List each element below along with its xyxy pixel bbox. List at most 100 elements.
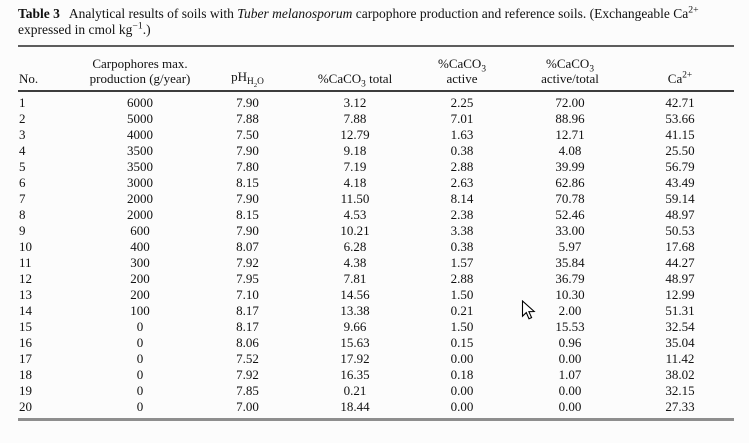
table-row: 20 0 7.00 18.44 0.00 0.00 27.33 bbox=[18, 399, 734, 420]
cell-no: 19 bbox=[19, 383, 32, 398]
table-row: 4 3500 7.90 9.18 0.38 4.08 25.50 bbox=[18, 143, 734, 159]
cell-caco3-ratio: 4.08 bbox=[558, 143, 582, 158]
table-row: 10 400 8.07 6.28 0.38 5.97 17.68 bbox=[18, 239, 734, 255]
caption-text-4: .) bbox=[142, 21, 151, 37]
cell-no: 14 bbox=[19, 303, 32, 318]
cell-production: 6000 bbox=[127, 95, 153, 110]
cell-no: 6 bbox=[19, 175, 26, 190]
cell-production: 2000 bbox=[127, 207, 153, 222]
cell-caco3-ratio: 10.30 bbox=[555, 287, 585, 302]
caption-species-name: Tuber melanosporum bbox=[237, 6, 353, 21]
header-ph: pHH2O bbox=[195, 46, 300, 92]
cell-ph: 8.17 bbox=[236, 303, 259, 318]
table-row: 1 6000 7.90 3.12 2.25 72.00 42.71 bbox=[18, 91, 734, 111]
cell-caco3-ratio: 0.00 bbox=[558, 383, 582, 398]
caption-text-1: Analytical results of soils with bbox=[68, 6, 238, 21]
cell-caco3-ratio: 15.53 bbox=[555, 319, 585, 334]
cell-caco3-total: 18.44 bbox=[340, 399, 370, 414]
cell-caco3-total: 17.92 bbox=[340, 351, 370, 366]
cell-ph: 7.90 bbox=[236, 143, 259, 158]
cell-no: 12 bbox=[19, 271, 32, 286]
cell-caco3-active: 0.38 bbox=[450, 239, 474, 254]
cell-caco3-ratio: 70.78 bbox=[555, 191, 585, 206]
cell-caco3-total: 11.50 bbox=[340, 191, 370, 206]
cell-no: 18 bbox=[19, 367, 32, 382]
cell-ph: 7.90 bbox=[236, 95, 259, 110]
table-row: 12 200 7.95 7.81 2.88 36.79 48.97 bbox=[18, 271, 734, 287]
cell-caco3-active: 2.63 bbox=[450, 175, 474, 190]
cell-production: 0 bbox=[136, 383, 144, 398]
table-header: No. Carpophores max. production (g/year)… bbox=[18, 46, 734, 92]
cell-ca: 27.33 bbox=[665, 399, 695, 414]
cell-ca: 43.49 bbox=[665, 175, 695, 190]
cell-no: 15 bbox=[19, 319, 32, 334]
cell-caco3-total: 14.56 bbox=[340, 287, 370, 302]
cell-production: 0 bbox=[136, 399, 144, 414]
cell-ph: 7.00 bbox=[236, 399, 259, 414]
cell-ph: 7.52 bbox=[236, 351, 259, 366]
cell-ca: 38.02 bbox=[665, 367, 695, 382]
cell-ph: 8.15 bbox=[236, 207, 259, 222]
cell-production: 2000 bbox=[127, 191, 153, 206]
cell-caco3-total: 16.35 bbox=[340, 367, 370, 382]
cell-caco3-ratio: 36.79 bbox=[555, 271, 585, 286]
cell-ph: 7.80 bbox=[236, 159, 259, 174]
cell-caco3-active: 2.88 bbox=[450, 271, 474, 286]
cell-ph: 7.90 bbox=[236, 191, 259, 206]
cell-caco3-active: 0.00 bbox=[450, 399, 474, 414]
cell-caco3-total: 7.19 bbox=[343, 159, 367, 174]
cell-ph: 7.92 bbox=[236, 255, 259, 270]
cell-caco3-total: 6.28 bbox=[343, 239, 367, 254]
cell-ca: 42.71 bbox=[665, 95, 695, 110]
cell-ca: 48.97 bbox=[665, 207, 695, 222]
cell-caco3-total: 12.79 bbox=[340, 127, 370, 142]
cell-caco3-ratio: 5.97 bbox=[558, 239, 582, 254]
cell-ca: 59.14 bbox=[665, 191, 695, 206]
caption-text-2: carpophore production and reference soil… bbox=[352, 6, 689, 21]
cell-caco3-active: 1.57 bbox=[450, 255, 474, 270]
table-row: 18 0 7.92 16.35 0.18 1.07 38.02 bbox=[18, 367, 734, 383]
analytical-results-table: No. Carpophores max. production (g/year)… bbox=[18, 45, 734, 421]
header-no: No. bbox=[18, 46, 85, 92]
cell-ca: 48.97 bbox=[665, 271, 695, 286]
table-caption-label: Table 3 bbox=[18, 6, 60, 21]
cell-caco3-active: 0.00 bbox=[450, 383, 474, 398]
cell-caco3-active: 1.63 bbox=[450, 127, 474, 142]
table-row: 6 3000 8.15 4.18 2.63 62.86 43.49 bbox=[18, 175, 734, 191]
cell-caco3-total: 3.12 bbox=[343, 95, 367, 110]
cell-caco3-total: 7.81 bbox=[343, 271, 367, 286]
cell-caco3-active: 2.38 bbox=[450, 207, 474, 222]
cell-no: 13 bbox=[19, 287, 32, 302]
cell-caco3-ratio: 33.00 bbox=[555, 223, 585, 238]
table-body: 1 6000 7.90 3.12 2.25 72.00 42.71 2 5000… bbox=[18, 91, 734, 420]
cell-ca: 44.27 bbox=[665, 255, 695, 270]
cell-ca: 17.68 bbox=[665, 239, 695, 254]
cell-caco3-active: 1.50 bbox=[450, 319, 474, 334]
cell-production: 400 bbox=[130, 239, 150, 254]
cell-caco3-active: 0.21 bbox=[450, 303, 474, 318]
cell-production: 600 bbox=[130, 223, 150, 238]
caption-text-3: expressed in cmol kg bbox=[18, 21, 133, 37]
cell-caco3-total: 7.88 bbox=[343, 111, 367, 126]
header-caco3-total: %CaCO3 total bbox=[300, 46, 410, 92]
cell-production: 3500 bbox=[127, 159, 153, 174]
table-row: 2 5000 7.88 7.88 7.01 88.96 53.66 bbox=[18, 111, 734, 127]
cell-ph: 8.15 bbox=[236, 175, 259, 190]
cell-ph: 7.10 bbox=[236, 287, 259, 302]
cell-caco3-total: 9.18 bbox=[343, 143, 367, 158]
cell-ca: 53.66 bbox=[665, 111, 695, 126]
cell-no: 11 bbox=[19, 255, 32, 270]
cell-caco3-active: 0.38 bbox=[450, 143, 474, 158]
cell-caco3-active: 1.50 bbox=[450, 287, 474, 302]
cell-caco3-total: 4.18 bbox=[343, 175, 367, 190]
table-row: 13 200 7.10 14.56 1.50 10.30 12.99 bbox=[18, 287, 734, 303]
cell-production: 3500 bbox=[127, 143, 153, 158]
cell-caco3-total: 10.21 bbox=[340, 223, 370, 238]
cell-no: 7 bbox=[19, 191, 26, 206]
header-caco3-active: %CaCO3 active bbox=[410, 46, 514, 92]
cell-ph: 8.07 bbox=[236, 239, 259, 254]
cell-caco3-active: 0.15 bbox=[450, 335, 474, 350]
cell-caco3-active: 0.18 bbox=[450, 367, 474, 382]
cell-ph: 7.50 bbox=[236, 127, 259, 142]
